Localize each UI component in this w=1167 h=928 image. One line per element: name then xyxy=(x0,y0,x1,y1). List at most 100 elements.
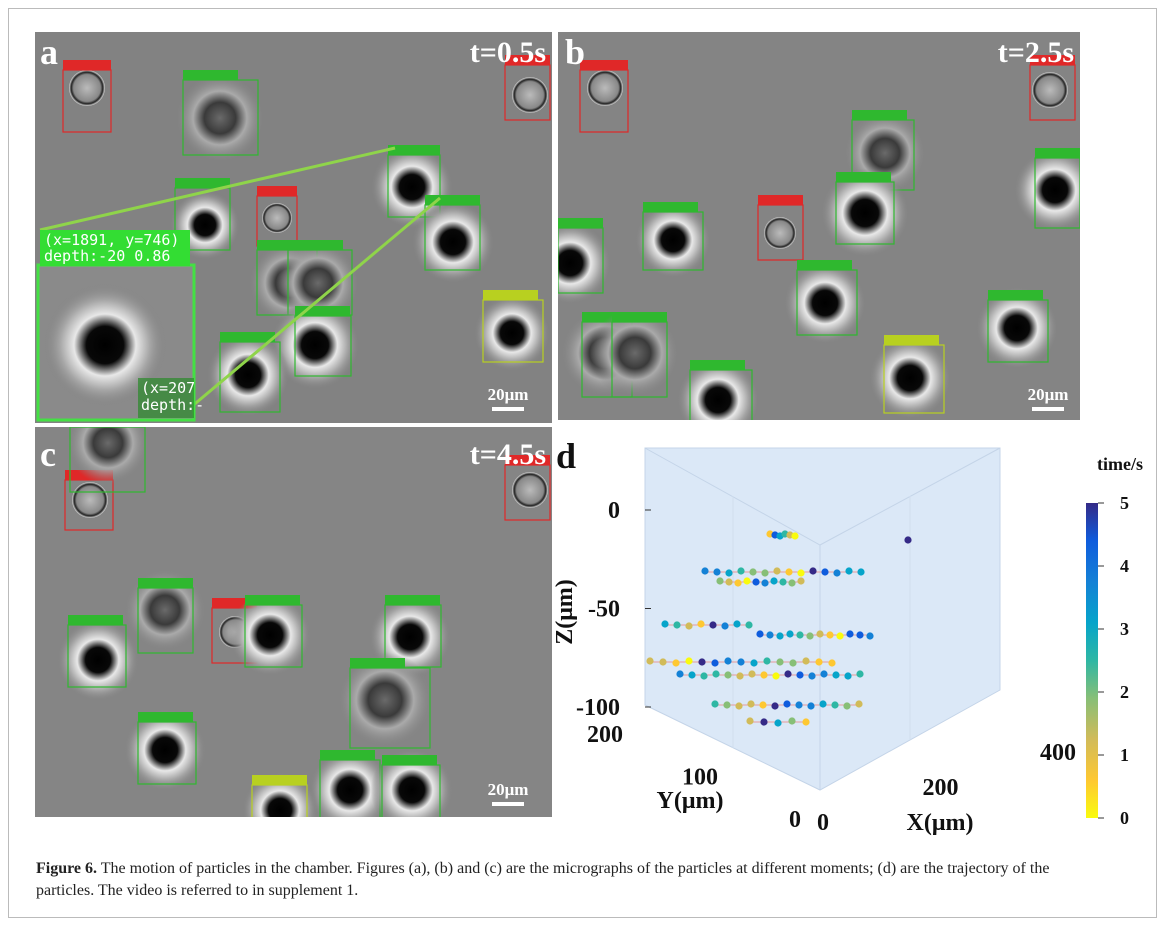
trajectory-point xyxy=(774,719,781,726)
trajectory-point xyxy=(816,630,823,637)
trajectory-point xyxy=(821,568,828,575)
page: {"panels": { "a": {"label": "a", "time":… xyxy=(0,0,1167,928)
trajectory-point xyxy=(659,658,666,665)
trajectory-point xyxy=(828,659,835,666)
inset-text: (x=207 xyxy=(141,379,195,397)
z-tick-label: -100 xyxy=(576,695,620,721)
detection-tag xyxy=(385,595,440,605)
detection-tag xyxy=(580,60,628,70)
colorbar-tick-label: 3 xyxy=(1120,619,1129,639)
detection-tag xyxy=(388,145,440,155)
colorbar-tick-label: 0 xyxy=(1120,808,1129,828)
trajectory-point xyxy=(807,702,814,709)
detection-tag xyxy=(63,60,111,70)
particle xyxy=(587,70,623,106)
particle xyxy=(868,336,951,419)
detection-tag xyxy=(690,360,745,370)
trajectory-point xyxy=(795,701,802,708)
x-tick-label: 0 xyxy=(817,810,829,836)
particle xyxy=(512,77,548,113)
trajectory-point xyxy=(763,657,770,664)
trajectory-point xyxy=(761,569,768,576)
trajectory-point xyxy=(802,718,809,725)
trajectory-point xyxy=(856,631,863,638)
detection-tag xyxy=(183,70,238,80)
particle xyxy=(206,333,289,416)
trajectory-point xyxy=(709,621,716,628)
detection-tag xyxy=(988,290,1043,300)
trajectory-point xyxy=(712,670,719,677)
trajectory-point xyxy=(796,671,803,678)
trajectory-point xyxy=(808,672,815,679)
trajectory-point xyxy=(766,631,773,638)
figure: (x=1891, y=746) depth:-20 0.86 (x=207 de… xyxy=(0,0,1167,928)
trajectory-point xyxy=(833,569,840,576)
trajectory-point xyxy=(737,658,744,665)
y-tick-label: 0 xyxy=(789,807,801,833)
particle xyxy=(69,70,105,106)
panel-label: d xyxy=(556,436,576,476)
trajectory-point xyxy=(676,670,683,677)
trajectory-point xyxy=(844,672,851,679)
trajectory-point xyxy=(725,578,732,585)
inset-text: depth:-20 0.86 xyxy=(44,247,170,265)
colorbar-tick-label: 4 xyxy=(1120,556,1129,576)
trajectory-point xyxy=(820,670,827,677)
detection-tag xyxy=(382,755,437,765)
particle xyxy=(1032,72,1068,108)
particle xyxy=(1013,148,1096,231)
trajectory-point xyxy=(747,700,754,707)
particle xyxy=(474,295,551,372)
trajectory-point xyxy=(771,702,778,709)
detection-tag xyxy=(612,312,667,322)
inset-text: depth:- xyxy=(141,396,204,414)
detection-tag xyxy=(483,290,538,300)
y-axis-label: Y(μm) xyxy=(657,788,724,814)
trajectory-point xyxy=(843,702,850,709)
detection-tag xyxy=(138,578,193,588)
trajectory-point xyxy=(697,620,704,627)
caption-text: The motion of particles in the chamber. … xyxy=(36,860,1049,899)
trajectory-plot xyxy=(645,448,1098,818)
x-tick-label: 400 xyxy=(1040,740,1076,766)
particle xyxy=(262,203,292,233)
trajectory-point xyxy=(721,622,728,629)
x-axis-label: X(μm) xyxy=(907,810,974,836)
time-label: t=2.5s xyxy=(998,36,1074,69)
trajectory-point xyxy=(735,702,742,709)
trajectory-point xyxy=(796,631,803,638)
trajectory-point xyxy=(856,670,863,677)
trajectory-point xyxy=(701,567,708,574)
scale-bar xyxy=(492,407,524,411)
trajectory-point xyxy=(786,630,793,637)
figure-caption: Figure 6. The motion of particles in the… xyxy=(36,858,1106,902)
trajectory-point xyxy=(788,717,795,724)
panel-label: a xyxy=(40,32,58,72)
trajectory-point xyxy=(711,700,718,707)
detection-tag xyxy=(797,260,852,270)
trajectory-point xyxy=(776,658,783,665)
colorbar-tick-label: 5 xyxy=(1120,493,1129,513)
trajectory-point xyxy=(698,658,705,665)
trajectory-point xyxy=(826,631,833,638)
trajectory-point xyxy=(806,632,813,639)
colorbar xyxy=(1086,503,1098,818)
detection-tag xyxy=(884,335,939,345)
trajectory-point xyxy=(760,718,767,725)
time-label: t=4.5s xyxy=(470,438,546,471)
trajectory-point xyxy=(791,532,798,539)
detection-tag xyxy=(558,218,603,228)
detection-tag xyxy=(252,775,307,785)
trajectory-point xyxy=(809,567,816,574)
detection-tag xyxy=(758,195,803,205)
colorbar-tick-label: 2 xyxy=(1120,682,1129,702)
trajectory-point xyxy=(711,659,718,666)
trajectory-point xyxy=(661,620,668,627)
panel-label: c xyxy=(40,434,56,474)
trajectory-point xyxy=(685,622,692,629)
trajectory-point xyxy=(770,577,777,584)
trajectory-point xyxy=(788,579,795,586)
detection-tag xyxy=(643,202,698,212)
panel-label: b xyxy=(565,32,585,72)
detection-tag xyxy=(138,712,193,722)
